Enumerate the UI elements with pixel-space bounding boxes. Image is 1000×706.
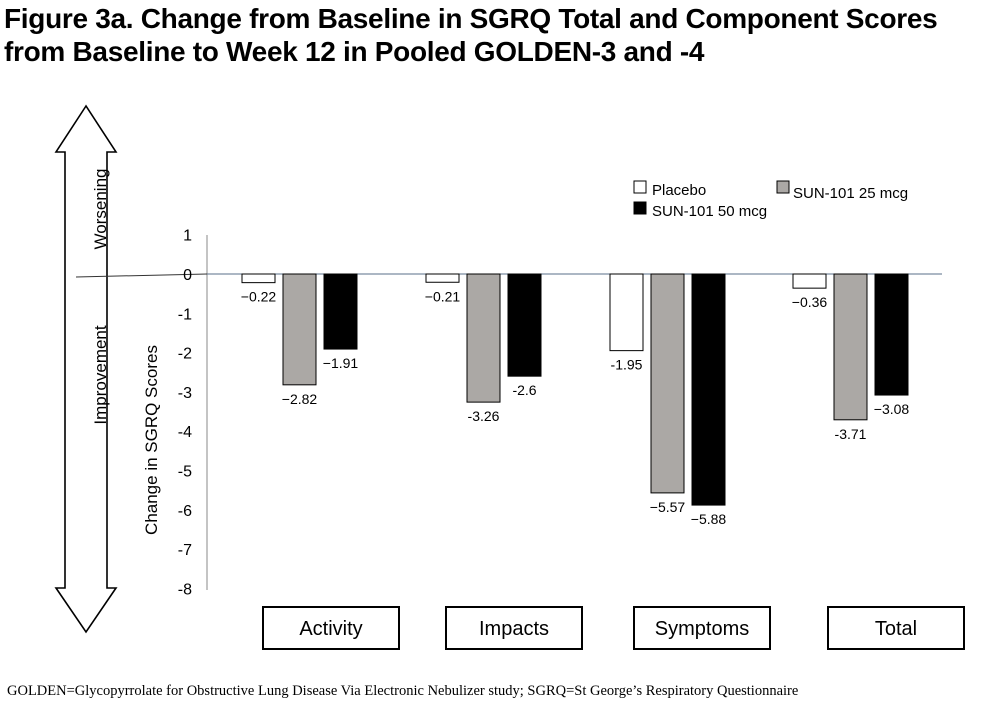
bars <box>241 273 909 506</box>
legend-label-1: Placebo <box>652 182 706 199</box>
category-box-total <box>827 606 965 650</box>
chart-title-line-2: from Baseline to Week 12 in Pooled GOLDE… <box>4 36 705 67</box>
y-tick-label: -5 <box>178 464 192 481</box>
worsening-label: Worsening <box>91 169 110 250</box>
bar-activity-series-3 <box>323 273 358 350</box>
legend-swatch-3 <box>633 201 647 215</box>
bar-value-label: −0.36 <box>792 294 828 310</box>
baseline-connector <box>75 273 208 278</box>
legend-swatch-1 <box>633 180 647 194</box>
category-label-total: Total <box>875 618 917 640</box>
category-box-activity <box>262 606 400 650</box>
y-tick-label: -2 <box>178 346 192 363</box>
chart-title: Figure 3a. Change from Baseline in SGRQ … <box>4 2 994 68</box>
bar-value-label: −2.82 <box>282 391 318 407</box>
category-label-activity: Activity <box>299 618 362 640</box>
y-tick-label: -3 <box>178 385 192 402</box>
legend-label-2: SUN-101 25 mcg <box>793 185 908 202</box>
bar-value-label: -1.95 <box>611 357 643 373</box>
bar-value-label: −3.08 <box>874 401 910 417</box>
legend-swatch-2 <box>776 180 790 194</box>
bar-value-label: −0.21 <box>425 288 461 304</box>
category-box-symptoms <box>633 606 771 650</box>
bar-symptoms-series-3 <box>691 273 726 506</box>
bar-total-series-2 <box>833 273 868 421</box>
bar-value-label: -3.71 <box>835 426 867 442</box>
y-tick-label: -4 <box>178 424 192 441</box>
bar-value-label: −0.22 <box>241 289 277 305</box>
bar-total-series-3 <box>874 273 909 396</box>
bar-total-series-1 <box>792 273 827 289</box>
y-tick-label: -1 <box>178 306 192 323</box>
bar-value-label: −5.88 <box>691 511 727 527</box>
bar-impacts-series-2 <box>466 273 501 403</box>
bar-symptoms-series-1 <box>609 273 644 352</box>
bar-value-label: −5.57 <box>650 499 686 515</box>
y-tick-label: 1 <box>183 228 192 245</box>
y-tick-labels: 1 0 -1 -2 -3 -4 -5 -6 -7 -8 <box>178 228 192 599</box>
direction-arrow <box>54 104 118 634</box>
bar-value-label: -3.26 <box>468 408 500 424</box>
y-tick-label: -6 <box>178 503 192 520</box>
category-label-impacts: Impacts <box>479 618 549 640</box>
category-box-impacts <box>445 606 583 650</box>
footnote: GOLDEN=Glycopyrrolate for Obstructive Lu… <box>7 683 799 699</box>
improvement-label: Improvement <box>91 325 110 424</box>
bar-impacts-series-1 <box>425 273 460 283</box>
bar-value-labels: −0.22−2.82−1.91−0.21-3.26-2.6-1.95−5.57−… <box>241 288 910 527</box>
bar-activity-series-1 <box>241 273 276 284</box>
y-axis-label: Change in SGRQ Scores <box>142 345 161 535</box>
chart-title-line-1: Figure 3a. Change from Baseline in SGRQ … <box>4 3 938 34</box>
category-labels: Activity Impacts Symptoms Total <box>262 606 965 650</box>
bar-impacts-series-3 <box>507 273 542 377</box>
bar-activity-series-2 <box>282 273 317 386</box>
bar-value-label: -2.6 <box>512 382 536 398</box>
bar-value-label: −1.91 <box>323 355 359 371</box>
y-tick-label: -7 <box>178 542 192 559</box>
legend: Placebo SUN-101 25 mcg SUN-101 50 mcg <box>633 180 908 220</box>
legend-label-3: SUN-101 50 mcg <box>652 203 767 220</box>
bar-symptoms-series-2 <box>650 273 685 494</box>
y-tick-label: -8 <box>178 581 192 598</box>
y-tick-label: 0 <box>183 267 192 284</box>
category-label-symptoms: Symptoms <box>655 618 749 640</box>
